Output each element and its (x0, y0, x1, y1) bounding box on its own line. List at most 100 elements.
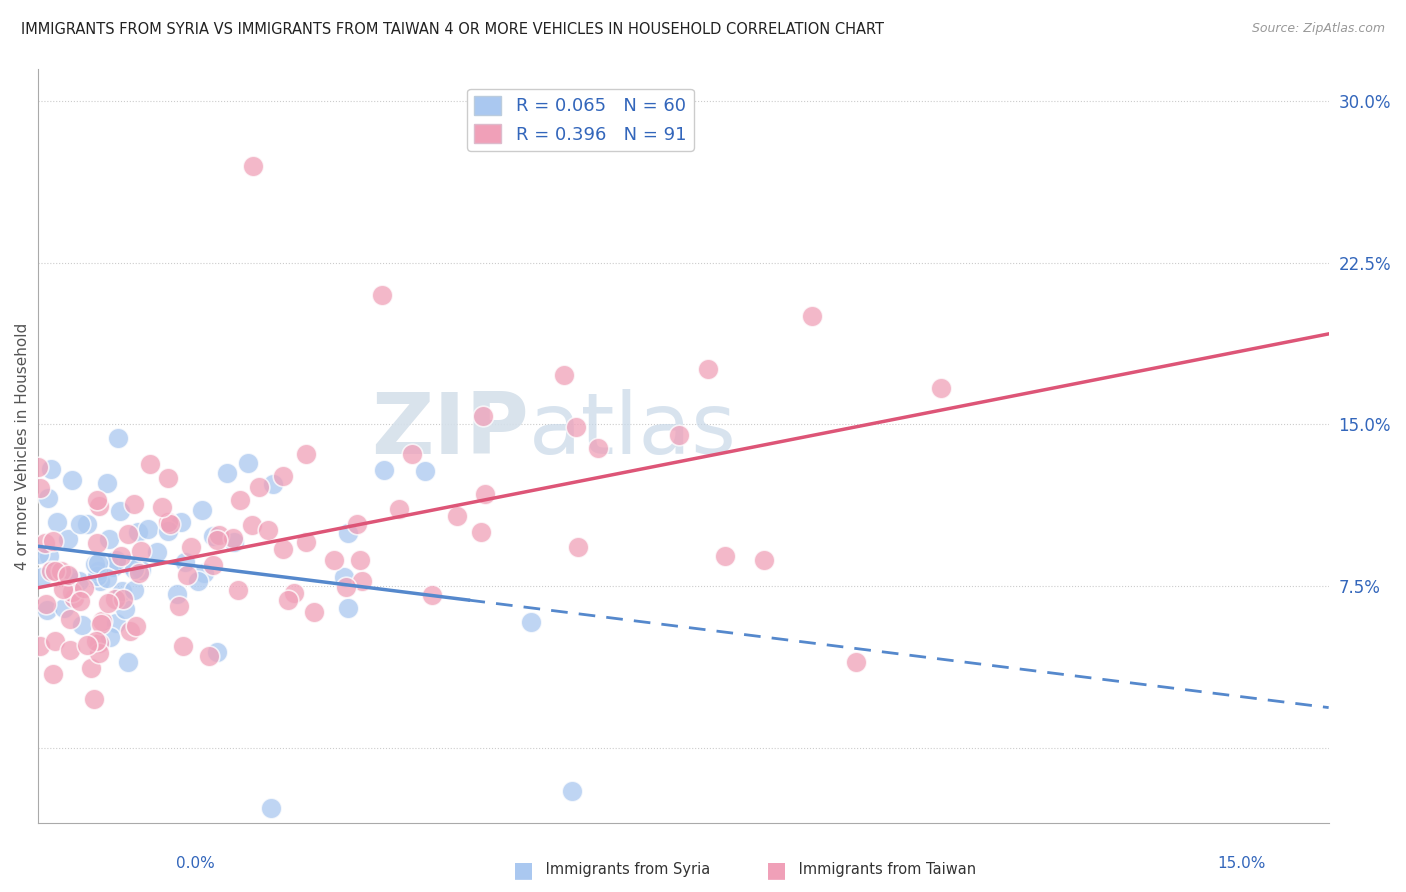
Point (87, 646, 110, 660)
Point (800, 309, 823, 323)
Point (49, 564, 72, 578)
Point (295, 535, 318, 549)
Point (58, 570, 80, 584)
Point (180, 541, 202, 555)
Text: Source: ZipAtlas.com: Source: ZipAtlas.com (1251, 22, 1385, 36)
Point (150, 500, 173, 514)
Point (96, 475, 118, 490)
Point (567, 540, 589, 554)
Point (87, 556, 110, 570)
Point (271, 541, 294, 556)
Point (371, 288, 394, 302)
Point (561, 784, 583, 798)
Point (96, 571, 118, 585)
Point (322, 552, 344, 566)
Point (193, 566, 215, 580)
Point (242, 159, 264, 173)
Point (83, 558, 105, 572)
Point (110, 549, 132, 564)
Point (59, 643, 82, 657)
Point (98, 532, 121, 546)
Point (207, 645, 229, 659)
Point (89, 574, 111, 588)
Point (56, 567, 79, 582)
Point (73, 581, 96, 595)
Point (129, 563, 152, 577)
Point (929, 381, 952, 395)
Point (91, 615, 114, 629)
Point (470, 524, 492, 539)
Point (83, 692, 105, 706)
Point (238, 456, 260, 470)
Point (87, 564, 110, 578)
Point (167, 599, 190, 614)
Point (259, 801, 281, 815)
Point (346, 517, 368, 532)
Point (247, 480, 270, 494)
Point (159, 516, 181, 531)
Point (401, 447, 423, 461)
Point (176, 567, 198, 582)
Point (844, 655, 866, 669)
Point (37, 603, 59, 617)
Point (472, 409, 495, 423)
Point (98, 631, 121, 645)
Point (240, 518, 263, 533)
Point (80, 661, 103, 675)
Point (90, 617, 112, 632)
Point (222, 531, 245, 545)
Point (388, 502, 411, 516)
Point (373, 462, 395, 476)
Point (201, 529, 224, 543)
Text: Immigrants from Syria: Immigrants from Syria (541, 863, 710, 877)
Point (76, 517, 98, 532)
Point (157, 524, 180, 539)
Point (30, 639, 52, 653)
Point (283, 586, 305, 600)
Point (60, 473, 83, 487)
Point (45, 515, 67, 529)
Point (42, 666, 65, 681)
Point (157, 471, 180, 485)
Point (174, 556, 197, 570)
Point (27, 547, 49, 561)
Point (104, 615, 127, 630)
Point (89, 499, 111, 513)
Point (122, 497, 145, 511)
Point (122, 562, 145, 576)
Text: IMMIGRANTS FROM SYRIA VS IMMIGRANTS FROM TAIWAN 4 OR MORE VEHICLES IN HOUSEHOLD : IMMIGRANTS FROM SYRIA VS IMMIGRANTS FROM… (21, 22, 884, 37)
Point (262, 477, 284, 491)
Legend: R = 0.065   N = 60, R = 0.396   N = 91: R = 0.065 N = 60, R = 0.396 N = 91 (467, 89, 693, 151)
Point (52, 582, 75, 597)
Point (37, 491, 59, 505)
Text: atlas: atlas (529, 390, 737, 473)
Point (205, 533, 228, 547)
Point (107, 431, 129, 445)
Point (752, 553, 775, 567)
Point (69, 517, 91, 532)
Point (333, 570, 356, 584)
Point (76, 638, 98, 652)
Point (105, 553, 128, 567)
Point (117, 557, 139, 571)
Point (474, 487, 496, 501)
Point (145, 545, 167, 559)
Point (446, 508, 468, 523)
Point (60, 585, 83, 599)
Point (139, 458, 162, 472)
Point (69, 594, 91, 608)
Point (668, 428, 690, 442)
Point (129, 544, 152, 558)
Point (27, 459, 49, 474)
Point (170, 515, 193, 529)
Text: ■: ■ (513, 860, 534, 880)
Point (86, 492, 108, 507)
Point (564, 420, 586, 434)
Point (226, 583, 249, 598)
Point (229, 493, 252, 508)
Point (114, 602, 136, 616)
Text: Immigrants from Taiwan: Immigrants from Taiwan (794, 863, 977, 877)
Point (101, 559, 124, 574)
Point (120, 624, 142, 638)
Point (53, 600, 76, 615)
